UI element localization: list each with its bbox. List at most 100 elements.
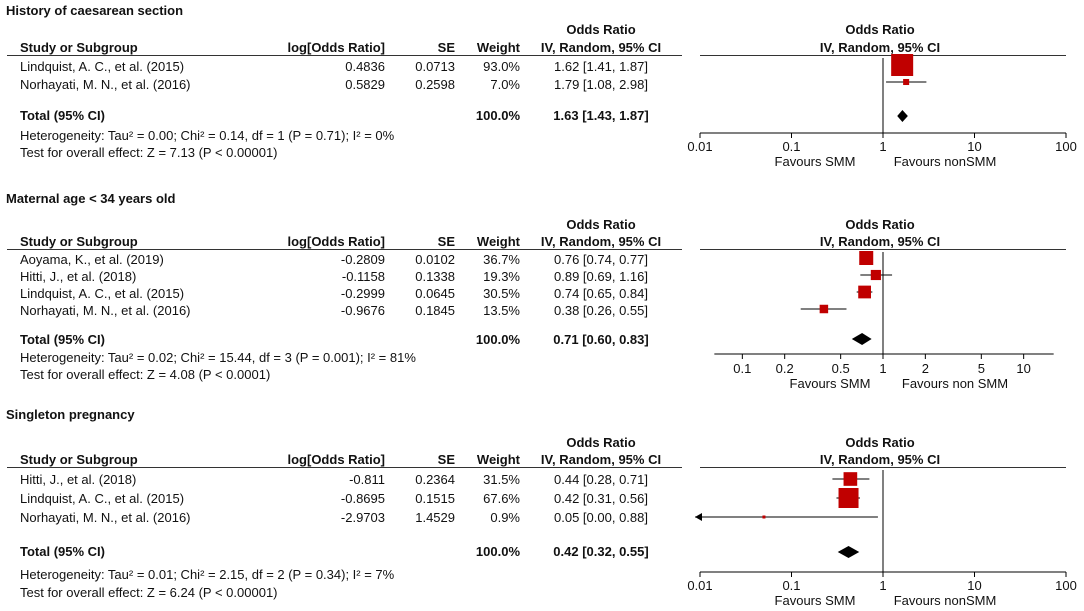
overall-effect-text: Test for overall effect: Z = 6.24 (P < 0… xyxy=(20,585,278,600)
study-square xyxy=(858,285,871,299)
weight-value: 13.5% xyxy=(483,303,520,318)
se-value: 0.0713 xyxy=(415,59,455,74)
logor-header: log[Odds Ratio] xyxy=(287,234,386,249)
plot-header-bottom: IV, Random, 95% CI xyxy=(819,40,941,55)
study-square xyxy=(903,78,910,86)
study-square xyxy=(870,269,881,281)
study-square xyxy=(843,472,858,486)
or-header-bottom: IV, Random, 95% CI xyxy=(540,40,662,55)
plot-header-bottom: IV, Random, 95% CI xyxy=(819,234,941,249)
tick-label: 0.01 xyxy=(687,139,712,154)
ci-arrow xyxy=(695,513,702,521)
weight-header: Weight xyxy=(476,234,520,249)
study-header: Study or Subgroup xyxy=(20,234,138,249)
or-header-bottom: IV, Random, 95% CI xyxy=(540,452,662,467)
heterogeneity-text: Heterogeneity: Tau² = 0.01; Chi² = 2.15,… xyxy=(20,567,395,582)
forest-plot-2: 0.1 0.2 0.5 1 2 5 10 Favours SMM Favours non SMM xyxy=(714,251,1054,391)
logor-header: log[Odds Ratio] xyxy=(287,40,386,55)
tick-label: 1 xyxy=(879,361,886,376)
tick-label: 10 xyxy=(1016,361,1030,376)
study-square xyxy=(891,54,914,76)
total-label: Total (95% CI) xyxy=(20,108,105,123)
total-ci: 1.63 [1.43, 1.87] xyxy=(553,108,649,123)
weight-value: 7.0% xyxy=(490,77,520,92)
se-value: 0.0102 xyxy=(415,252,455,267)
study-name: Hitti, J., et al. (2018) xyxy=(20,269,137,284)
total-weight: 100.0% xyxy=(475,332,520,347)
favours-right-label: Favours nonSMM xyxy=(894,154,997,169)
or-header-top: Odds Ratio xyxy=(566,217,636,232)
log-or-value: 0.4836 xyxy=(345,59,385,74)
tick-label: 5 xyxy=(978,361,985,376)
summary-diamond xyxy=(851,333,872,345)
overall-effect-text: Test for overall effect: Z = 4.08 (P < 0… xyxy=(20,367,271,382)
log-or-value: -0.8695 xyxy=(340,491,385,506)
panel-title: History of caesarean section xyxy=(6,3,184,18)
weight-header: Weight xyxy=(476,40,520,55)
tick-label: 0.2 xyxy=(776,361,794,376)
weight-value: 67.6% xyxy=(483,491,520,506)
study-name: Norhayati, M. N., et al. (2016) xyxy=(20,303,191,318)
tick-label: 1 xyxy=(879,578,886,593)
heterogeneity-text: Heterogeneity: Tau² = 0.02; Chi² = 15.44… xyxy=(20,350,416,365)
tick-label: 0.1 xyxy=(733,361,751,376)
forest-panel-3: Singleton pregnancy Odds Ratio Odds Rati… xyxy=(0,403,1084,611)
plot-header-top: Odds Ratio xyxy=(845,217,915,232)
weight-value: 93.0% xyxy=(483,59,520,74)
header-rule xyxy=(7,249,682,250)
summary-diamond xyxy=(897,110,908,122)
favours-left-label: Favours SMM xyxy=(775,154,856,169)
tick-label: 0.01 xyxy=(687,578,712,593)
study-name: Norhayati, M. N., et al. (2016) xyxy=(20,77,191,92)
ci-value: 0.89 [0.69, 1.16] xyxy=(554,269,648,284)
plot-header-top: Odds Ratio xyxy=(845,435,915,450)
study-square xyxy=(762,515,766,519)
log-or-value: -0.1158 xyxy=(341,269,385,284)
se-value: 0.2598 xyxy=(415,77,455,92)
study-header: Study or Subgroup xyxy=(20,40,138,55)
tick-label: 100 xyxy=(1055,578,1077,593)
forest-plot-1: 0.01 0.1 1 10 100 Favours SMM Favours nonSMM xyxy=(687,54,1077,169)
overall-effect-text: Test for overall effect: Z = 7.13 (P < 0… xyxy=(20,145,278,160)
total-weight: 100.0% xyxy=(475,544,520,559)
tick-label: 10 xyxy=(967,578,981,593)
weight-value: 19.3% xyxy=(483,269,520,284)
study-name: Hitti, J., et al. (2018) xyxy=(20,472,137,487)
tick-label: 2 xyxy=(922,361,929,376)
tick-label: 100 xyxy=(1055,139,1077,154)
plot-header-bottom: IV, Random, 95% CI xyxy=(819,452,941,467)
log-or-value: -2.9703 xyxy=(340,510,385,525)
favours-right-label: Favours non SMM xyxy=(902,376,1008,391)
log-or-value: 0.5829 xyxy=(345,77,385,92)
ci-value: 0.38 [0.26, 0.55] xyxy=(554,303,648,318)
study-square xyxy=(819,304,829,314)
summary-diamond xyxy=(837,546,860,558)
weight-value: 36.7% xyxy=(483,252,520,267)
ci-value: 0.44 [0.28, 0.71] xyxy=(554,472,648,487)
study-name: Lindquist, A. C., et al. (2015) xyxy=(20,286,185,301)
weight-value: 0.9% xyxy=(490,510,520,525)
ci-value: 0.05 [0.00, 0.88] xyxy=(554,510,648,525)
forest-panel-1: History of caesarean section Odds Ratio … xyxy=(0,0,1084,190)
study-name: Norhayati, M. N., et al. (2016) xyxy=(20,510,191,525)
study-square xyxy=(838,488,859,508)
heterogeneity-text: Heterogeneity: Tau² = 0.00; Chi² = 0.14,… xyxy=(20,128,395,143)
se-header: SE xyxy=(437,40,455,55)
study-header: Study or Subgroup xyxy=(20,452,138,467)
plot-header-top: Odds Ratio xyxy=(845,22,915,37)
total-weight: 100.0% xyxy=(475,108,520,123)
study-name: Aoyama, K., et al. (2019) xyxy=(20,252,164,267)
panel-title: Maternal age < 34 years old xyxy=(6,191,176,206)
weight-header: Weight xyxy=(476,452,520,467)
plot-header-rule xyxy=(700,249,1066,250)
total-label: Total (95% CI) xyxy=(20,332,105,347)
logor-header: log[Odds Ratio] xyxy=(287,452,386,467)
tick-label: 0.1 xyxy=(782,578,800,593)
study-square xyxy=(859,251,874,265)
se-value: 1.4529 xyxy=(415,510,455,525)
ci-value: 0.74 [0.65, 0.84] xyxy=(554,286,648,301)
forest-panel-2: Maternal age < 34 years old Odds Ratio O… xyxy=(0,189,1084,403)
se-value: 0.1338 xyxy=(415,269,455,284)
log-or-value: -0.9676 xyxy=(340,303,385,318)
log-or-value: -0.2809 xyxy=(340,252,385,267)
